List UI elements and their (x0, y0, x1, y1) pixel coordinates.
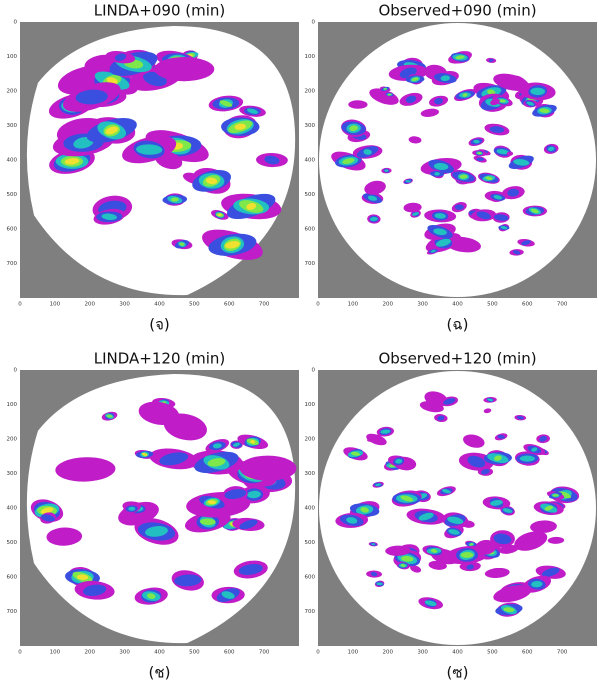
y-tick-label: 400 (305, 506, 316, 512)
x-tick-label: 500 (487, 302, 498, 308)
y-tick-label: 100 (305, 54, 316, 60)
x-tick-label: 100 (348, 650, 359, 656)
y-tick-label: 700 (305, 609, 316, 615)
x-tick-label: 100 (348, 302, 359, 308)
x-tick-label: 700 (557, 302, 568, 308)
y-tick-label: 700 (7, 261, 18, 267)
y-tick-label: 500 (305, 540, 316, 546)
y-tick-label: 500 (7, 192, 18, 198)
x-tick-label: 500 (189, 302, 200, 308)
x-tick-label: 300 (417, 302, 428, 308)
echo-cell (154, 57, 214, 81)
x-tick-label: 400 (154, 650, 165, 656)
panel-caption: (ช) (149, 664, 171, 682)
panel-caption: (จ) (149, 316, 170, 334)
x-tick-label: 300 (417, 650, 428, 656)
x-tick-label: 600 (522, 302, 533, 308)
y-tick-label: 400 (305, 158, 316, 164)
y-tick-label: 700 (7, 609, 18, 615)
x-tick-label: 500 (487, 650, 498, 656)
panel-caption: (ฉ) (447, 316, 469, 334)
y-tick-label: 200 (305, 89, 316, 95)
panel-title: LINDA+090 (min) (94, 2, 226, 20)
y-tick-label: 200 (7, 89, 18, 95)
y-tick-label: 500 (305, 192, 316, 198)
x-tick-label: 100 (50, 302, 61, 308)
panel: Observed+090 (min) 0 100 200 300 400 500 600 700… (305, 2, 598, 334)
x-tick-label: 0 (18, 650, 22, 656)
y-tick-label: 0 (14, 20, 18, 26)
y-tick-label: 600 (7, 227, 18, 233)
x-tick-label: 0 (18, 302, 22, 308)
x-tick-label: 0 (316, 650, 320, 656)
x-tick-label: 200 (85, 650, 96, 656)
y-tick-label: 300 (305, 471, 316, 477)
x-tick-label: 700 (557, 650, 568, 656)
x-tick-label: 100 (50, 650, 61, 656)
panel: Observed+120 (min) 0 100 200 300 400 500 600 700… (305, 350, 598, 682)
y-tick-label: 200 (305, 437, 316, 443)
x-tick-label: 300 (119, 650, 130, 656)
x-tick-label: 700 (259, 302, 270, 308)
y-tick-label: 100 (7, 402, 18, 408)
panel-title: Observed+090 (min) (378, 2, 536, 20)
panel-caption: (ซ) (447, 664, 469, 682)
y-tick-label: 600 (305, 227, 316, 233)
panel-title: LINDA+120 (min) (94, 350, 226, 368)
x-tick-label: 200 (383, 302, 394, 308)
x-tick-label: 400 (452, 302, 463, 308)
y-tick-label: 600 (305, 575, 316, 581)
y-tick-label: 0 (312, 20, 316, 26)
panel: LINDA+120 (min) 0 100 200 300 400 500 600 700 0 10… (7, 350, 300, 682)
y-tick-label: 700 (305, 261, 316, 267)
figure: LINDA+090 (min) 0 100 200 300 400 500 600 700 0 10… (0, 0, 599, 691)
y-tick-label: 100 (7, 54, 18, 60)
y-tick-label: 300 (7, 471, 18, 477)
y-tick-label: 400 (7, 158, 18, 164)
x-tick-label: 600 (224, 302, 235, 308)
panel-title: Observed+120 (min) (378, 350, 536, 368)
y-tick-label: 0 (14, 368, 18, 374)
y-tick-label: 200 (7, 437, 18, 443)
x-tick-label: 200 (383, 650, 394, 656)
x-tick-label: 500 (189, 650, 200, 656)
y-tick-label: 300 (7, 123, 18, 129)
x-tick-label: 300 (119, 302, 130, 308)
y-tick-label: 400 (7, 506, 18, 512)
x-tick-label: 200 (85, 302, 96, 308)
x-tick-label: 600 (522, 650, 533, 656)
x-tick-label: 0 (316, 302, 320, 308)
y-tick-label: 300 (305, 123, 316, 129)
x-tick-label: 400 (452, 650, 463, 656)
x-tick-label: 400 (154, 302, 165, 308)
x-tick-label: 600 (224, 650, 235, 656)
y-tick-label: 100 (305, 402, 316, 408)
x-tick-label: 700 (259, 650, 270, 656)
y-tick-label: 500 (7, 540, 18, 546)
panel: LINDA+090 (min) 0 100 200 300 400 500 600 700 0 10… (7, 2, 300, 334)
y-tick-label: 600 (7, 575, 18, 581)
y-tick-label: 0 (312, 368, 316, 374)
